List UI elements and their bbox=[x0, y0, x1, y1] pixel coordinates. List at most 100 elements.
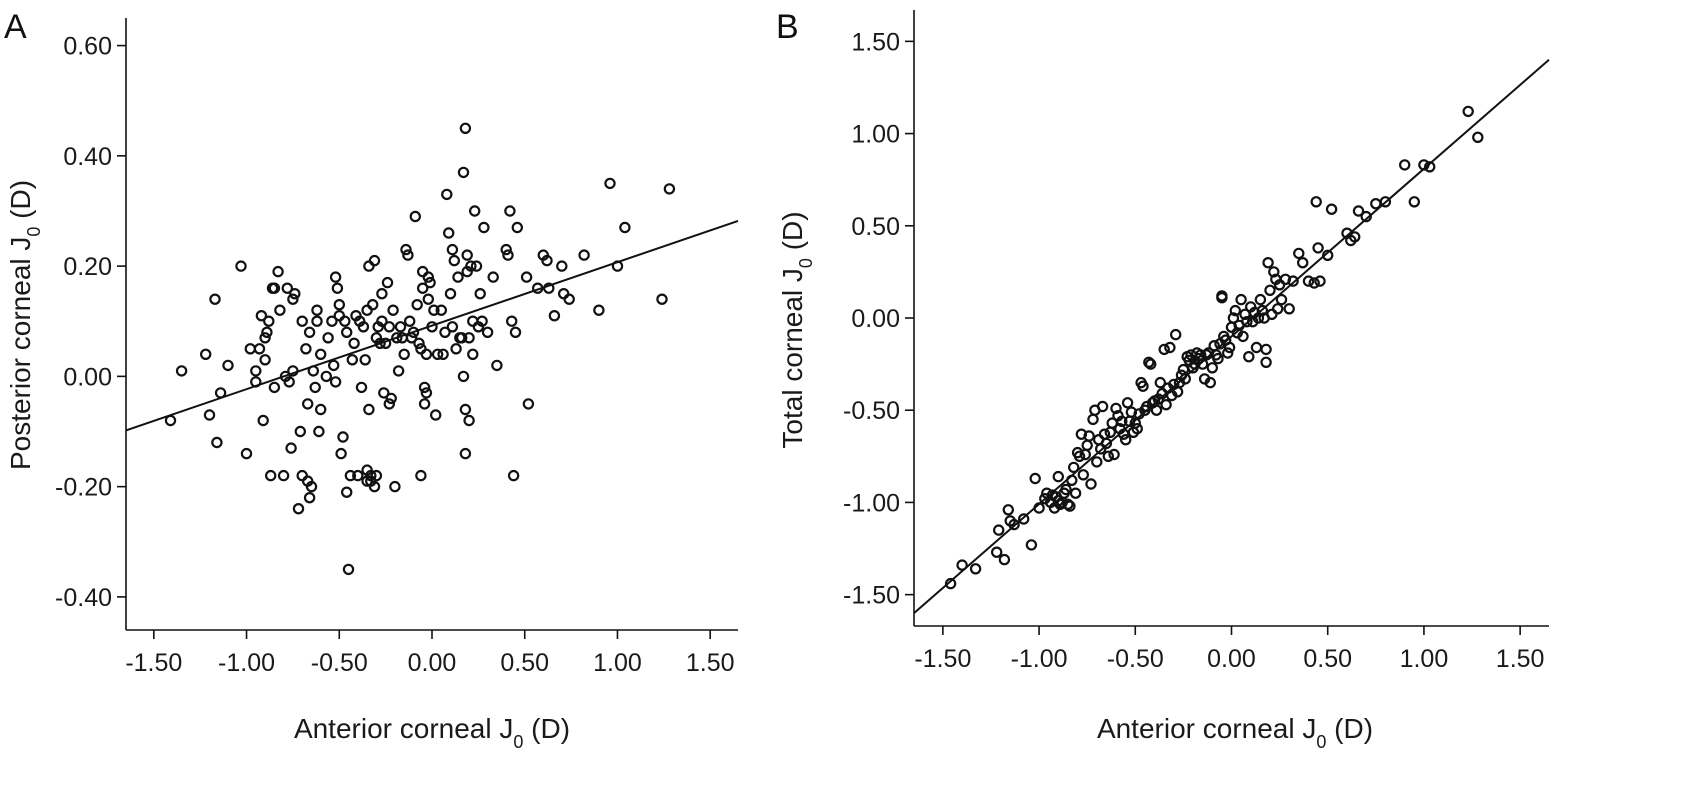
panel-b-x-axis-title-unit: (D) bbox=[1326, 713, 1373, 744]
panel-b-data-point bbox=[1204, 376, 1217, 389]
panel-a-data-point bbox=[203, 409, 216, 421]
panel-a-data-point bbox=[305, 480, 318, 493]
panel-a-data-point bbox=[244, 343, 256, 355]
panel-a-x-tick-label: -1.00 bbox=[218, 649, 275, 677]
panel-a-data-point bbox=[444, 288, 457, 300]
panel-a-data-point bbox=[420, 348, 433, 360]
panel-a-data-point bbox=[294, 425, 306, 438]
panel-b-y-tick-label: 0.50 bbox=[851, 213, 900, 241]
panel-b-fit-line bbox=[913, 59, 1550, 614]
panel-a-data-point bbox=[430, 409, 442, 421]
panel-b-data-point bbox=[1125, 406, 1138, 418]
panel-b-data-point bbox=[1243, 351, 1255, 363]
panel-a-x-axis-title-sub: 0 bbox=[513, 732, 523, 752]
panel-a-data-point bbox=[439, 326, 451, 338]
panel-a-data-point bbox=[359, 354, 371, 366]
panel-a-data-point bbox=[431, 348, 444, 360]
panel-b-data-point bbox=[1131, 423, 1143, 435]
panel-a-data-point bbox=[381, 276, 394, 289]
panel-a-data-point bbox=[558, 288, 570, 300]
panel-a-data-point bbox=[411, 299, 423, 311]
panel-b-y-tick-label: -0.50 bbox=[843, 397, 900, 425]
panel-a-data-point bbox=[402, 249, 414, 261]
panel-b-data-point bbox=[1077, 469, 1090, 481]
panel-b-data-point bbox=[1137, 380, 1149, 392]
panel-b-data-point bbox=[1158, 343, 1170, 356]
panel-a-data-point bbox=[502, 249, 514, 261]
panel-a-data-point bbox=[339, 315, 351, 327]
panel-a-data-point bbox=[281, 282, 293, 294]
panel-b-data-point bbox=[1081, 439, 1093, 451]
panel-a-data-point bbox=[457, 370, 470, 383]
panel-a-data-point bbox=[389, 480, 401, 493]
panel-b-data-point bbox=[1266, 308, 1278, 320]
panel-b-data-point bbox=[1254, 293, 1267, 306]
panel-a-data-point bbox=[311, 304, 323, 316]
panel-b-data-point bbox=[1283, 303, 1295, 315]
panel-a-data-point bbox=[548, 310, 561, 322]
panel-b-data-point bbox=[1314, 275, 1326, 287]
panel-b-y-tick-label: 0.00 bbox=[851, 305, 900, 333]
panel-a-data-point bbox=[383, 398, 395, 410]
panel-b-data-point bbox=[1312, 242, 1324, 254]
panel-b-data-point bbox=[1260, 343, 1272, 356]
panel-b-data-point bbox=[1164, 341, 1176, 354]
panel-a-data-point bbox=[302, 398, 314, 410]
panel-a-data-point bbox=[363, 260, 375, 272]
panel-a-data-point bbox=[341, 326, 353, 338]
panel-a-y-axis-title-unit: (D) bbox=[5, 180, 36, 227]
panel-a-data-point bbox=[418, 398, 431, 410]
panel-a-data-point bbox=[367, 299, 379, 311]
panel-b-data-point bbox=[1287, 275, 1299, 287]
panel-b-data-point bbox=[1293, 247, 1305, 260]
panel-b-x-axis-title: Anterior corneal J0 (D) bbox=[1097, 713, 1373, 752]
panel-b-data-point bbox=[1398, 159, 1411, 171]
panel-a-data-point bbox=[435, 304, 447, 316]
panel-b-data-point bbox=[1144, 358, 1157, 370]
panel-a-data-point bbox=[255, 310, 268, 322]
panel-b: B -1.50 -1.00 -0.50 0.00 0.50 1.00 1.50-1.50-1… bbox=[776, 8, 1550, 752]
panel-a-data-point bbox=[363, 403, 375, 416]
panel-b-data-point bbox=[1221, 347, 1234, 359]
panel-a-data-point bbox=[211, 436, 223, 449]
panel-a-data-point bbox=[274, 304, 286, 316]
panel-a-data-point bbox=[417, 282, 429, 294]
panel-a-data-point bbox=[619, 221, 631, 234]
panel-a-data-point bbox=[470, 260, 483, 272]
panel-a-data-point bbox=[292, 503, 305, 515]
panel-a-data-point bbox=[478, 221, 490, 234]
panel-a-data-point bbox=[300, 343, 312, 355]
panel-b-y-tick-label: -1.50 bbox=[843, 582, 900, 610]
panel-a-label: A bbox=[4, 8, 27, 46]
panel-a-data-point bbox=[413, 337, 425, 349]
panel-b-data-point bbox=[1352, 205, 1365, 217]
panel-a-data-point bbox=[235, 260, 247, 272]
panel-a-data-point bbox=[656, 293, 668, 305]
panel-a-data-point bbox=[309, 381, 321, 394]
panel-a-data-point bbox=[474, 288, 486, 300]
panel-a-data-point bbox=[446, 321, 459, 333]
panel-b-data-point bbox=[1279, 273, 1292, 285]
panel-a-data-point bbox=[296, 315, 308, 327]
panel-a-data-point bbox=[663, 183, 676, 195]
panel-a-axes: -1.50 -1.00 -0.50 0.00 0.50 1.00 1.50 -0.40 -0.2… bbox=[55, 18, 738, 677]
panel-a-data-point bbox=[541, 254, 553, 267]
panel-b-data-point bbox=[1275, 293, 1288, 306]
panel-a-x-tick-label: 0.00 bbox=[408, 649, 457, 677]
panel-a-data-point bbox=[391, 332, 403, 344]
panel-a-data-point bbox=[357, 321, 370, 333]
panel-a-data-point bbox=[450, 343, 462, 355]
panel-b-y-axis-title-sub: 0 bbox=[796, 258, 816, 268]
panel-b-data-point bbox=[1179, 373, 1192, 385]
panel-a-data-point bbox=[329, 271, 342, 283]
panel-a-data-point bbox=[346, 354, 358, 366]
panel-a-data-point bbox=[420, 387, 433, 399]
panel-a-data-point bbox=[289, 288, 301, 300]
panel-a-data-point bbox=[409, 210, 421, 223]
panel-a-data-point bbox=[467, 348, 479, 360]
panel-a-data-point bbox=[457, 166, 470, 179]
panel-b-points bbox=[944, 105, 1484, 590]
panel-a-data-point bbox=[272, 265, 284, 278]
panel-b-data-point bbox=[1177, 363, 1190, 376]
panel-b-data-point bbox=[956, 559, 968, 571]
